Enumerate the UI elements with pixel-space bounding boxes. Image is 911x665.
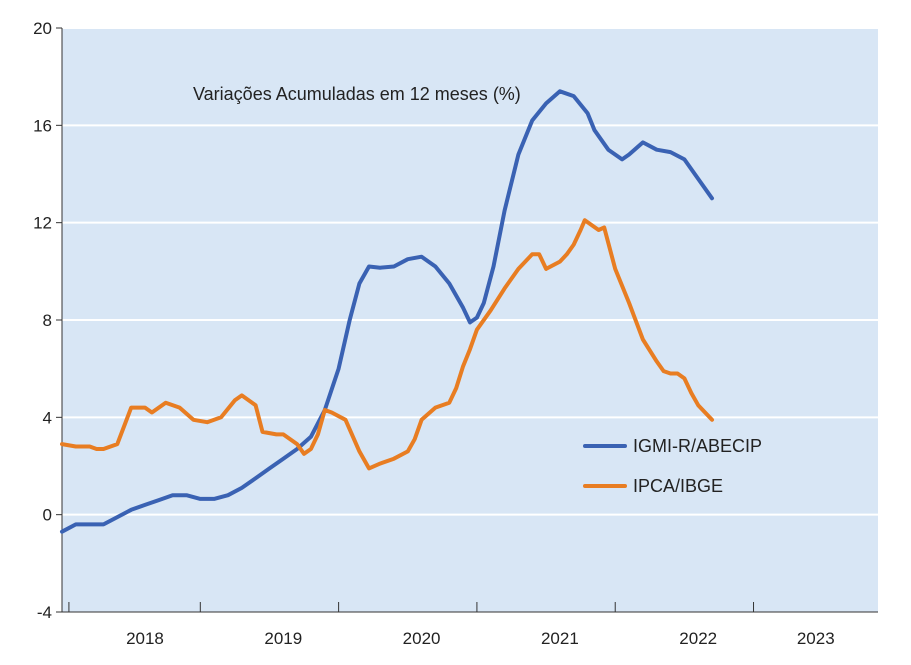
y-tick-label: 8 — [43, 311, 52, 330]
x-tick-label: 2022 — [679, 629, 717, 648]
x-tick-label: 2021 — [541, 629, 579, 648]
chart-annotation: Variações Acumuladas em 12 meses (%) — [193, 84, 521, 104]
y-axis: -4 0 4 8 12 16 20 — [33, 19, 63, 622]
x-tick-label: 2018 — [126, 629, 164, 648]
y-tick-label: 0 — [43, 506, 52, 525]
series-line — [60, 218, 714, 471]
y-tick-label: 4 — [43, 408, 52, 427]
series-line — [60, 89, 714, 534]
x-tick-label: 2019 — [264, 629, 302, 648]
y-tick-label: 16 — [33, 116, 52, 135]
y-tick-label: 12 — [33, 214, 52, 233]
y-tick-label: -4 — [37, 603, 52, 622]
x-tick-label: 2023 — [797, 629, 835, 648]
x-axis: 2018 2019 2020 2021 2022 2023 — [68, 602, 835, 648]
legend: IGMI-R/ABECIP IPCA/IBGE — [583, 436, 762, 496]
series-lines — [60, 89, 714, 534]
legend-label: IGMI-R/ABECIP — [633, 436, 762, 456]
x-tick-label: 2020 — [403, 629, 441, 648]
y-tick-label: 20 — [33, 19, 52, 38]
legend-label: IPCA/IBGE — [633, 476, 723, 496]
